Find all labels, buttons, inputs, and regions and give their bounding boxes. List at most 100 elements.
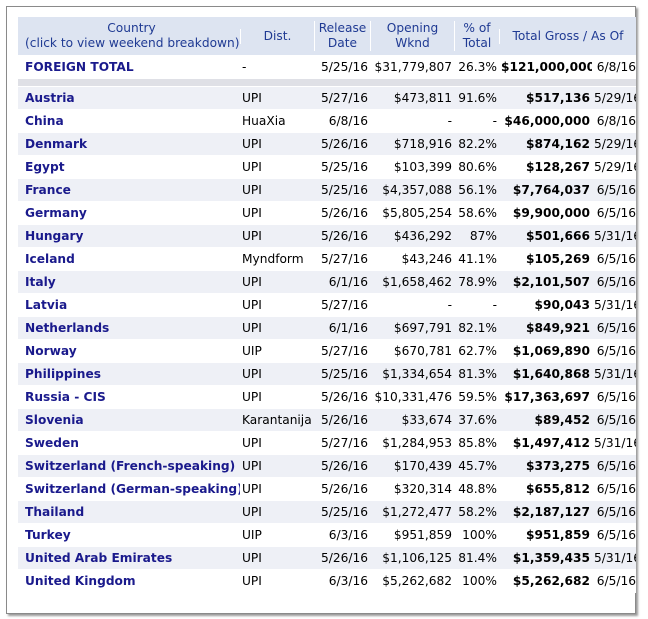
country-link[interactable]: Egypt (25, 160, 65, 174)
distributor-cell: UPI (242, 482, 262, 496)
table-header: Country (click to view weekend breakdown… (18, 17, 636, 56)
as-of-date-cell: 5/31/16 (594, 229, 636, 243)
release-date-cell: 5/27/16 (321, 252, 368, 266)
country-link[interactable]: Denmark (25, 137, 88, 151)
release-date-cell: 6/3/16 (328, 528, 368, 542)
opening-weekend-cell: $43,246 (401, 252, 452, 266)
country-link[interactable]: Switzerland (French-speaking) (25, 459, 236, 473)
distributor-cell: UPI (242, 574, 262, 588)
opening-weekend-cell: $1,272,477 (382, 505, 452, 519)
country-link[interactable]: Germany (25, 206, 87, 220)
table-row: France UPI 5/25/16 $4,357,088 56.1% $7,764,03… (18, 179, 636, 202)
distributor-cell: UPI (242, 436, 262, 450)
table-row: Italy UPI 6/1/16 $1,658,462 78.9% $2,101,507 6… (18, 271, 636, 294)
distributor-cell: UPI (242, 206, 262, 220)
box-office-table: Country (click to view weekend breakdown… (18, 17, 636, 593)
distributor-cell: UPI (242, 229, 262, 243)
release-date-cell: 5/26/16 (321, 551, 368, 565)
as-of-date-cell: 5/29/16 (594, 160, 636, 174)
release-date-cell: 5/27/16 (321, 436, 368, 450)
as-of-date-cell: 6/5/16 (596, 275, 636, 289)
release-date-cell: 5/25/16 (321, 505, 368, 519)
foreign-total-label: FOREIGN TOTAL (25, 60, 134, 74)
distributor-cell: UPI (242, 298, 262, 312)
country-link[interactable]: Thailand (25, 505, 85, 519)
country-link[interactable]: United Arab Emirates (25, 551, 173, 565)
percent-total-cell: 56.1% (458, 183, 497, 197)
opening-weekend-cell: $718,916 (393, 137, 452, 151)
country-link[interactable]: France (25, 183, 71, 197)
release-date-cell: 5/27/16 (321, 91, 368, 105)
opening-weekend-cell: $473,811 (393, 91, 452, 105)
opening-weekend-cell: $320,314 (393, 482, 452, 496)
opening-weekend-cell: $5,805,254 (382, 206, 452, 220)
total-gross-cell: $849,921 (526, 321, 590, 335)
as-of-date-cell: 6/5/16 (596, 390, 636, 404)
table-row: Turkey UIP 6/3/16 $951,859 100% $951,859 6/5/1… (18, 524, 636, 547)
table-row: Iceland Myndform 5/27/16 $43,246 41.1% $105,2… (18, 248, 636, 271)
percent-total-cell: 81.3% (458, 367, 497, 381)
table-row: Russia - CIS UPI 5/26/16 $10,331,476 59.5% $1… (18, 386, 636, 409)
header-total-gross: Total Gross / As Of (499, 28, 636, 44)
as-of-date-cell: 6/5/16 (596, 206, 636, 220)
header-release-line1: Release (318, 21, 367, 35)
country-link[interactable]: Netherlands (25, 321, 110, 335)
total-dist: - (242, 60, 247, 74)
opening-weekend-cell: $33,674 (401, 413, 452, 427)
total-gross-cell: $7,764,037 (512, 183, 590, 197)
percent-total-cell: 91.6% (458, 91, 497, 105)
percent-total-cell: 45.7% (458, 459, 497, 473)
total-pct: 26.3% (458, 60, 497, 74)
country-link[interactable]: Philippines (25, 367, 101, 381)
as-of-date-cell: 6/5/16 (596, 252, 636, 266)
opening-weekend-cell: $697,791 (393, 321, 452, 335)
distributor-cell: UIP (242, 528, 262, 542)
total-gross-cell: $951,859 (526, 528, 590, 542)
distributor-cell: UPI (242, 183, 262, 197)
table-row: Latvia UPI 5/27/16 - - $90,043 5/31/16 (18, 294, 636, 317)
country-link[interactable]: Hungary (25, 229, 84, 243)
table-row: China HuaXia 6/8/16- - $46,000,000 6/8/16 (18, 110, 636, 133)
release-date-cell: 5/26/16 (321, 459, 368, 473)
percent-total-cell: 82.2% (458, 137, 497, 151)
foreign-total-row: FOREIGN TOTAL - 5/25/16 $31,779,807 26.3… (18, 56, 636, 79)
percent-total-cell: - (492, 298, 497, 312)
total-gross-cell: $655,812 (526, 482, 590, 496)
table-row: Norway UIP 5/27/16 $670,781 62.7% $1,069,890 6… (18, 340, 636, 363)
country-link[interactable]: Switzerland (German-speaking) (25, 482, 240, 496)
percent-total-cell: 41.1% (458, 252, 497, 266)
country-link[interactable]: Turkey (25, 528, 71, 542)
opening-weekend-cell: $5,262,682 (382, 574, 452, 588)
country-link[interactable]: Slovenia (25, 413, 84, 427)
percent-total-cell: 48.8% (458, 482, 497, 496)
release-date-cell: 5/26/16 (321, 390, 368, 404)
country-link[interactable]: Iceland (25, 252, 75, 266)
as-of-date-cell: 6/5/16 (596, 574, 636, 588)
total-gross-cell: $105,269 (526, 252, 590, 266)
opening-weekend-cell: $1,106,125 (382, 551, 452, 565)
distributor-cell: UPI (242, 137, 262, 151)
country-link[interactable]: Norway (25, 344, 77, 358)
country-link[interactable]: United Kingdom (25, 574, 136, 588)
release-date-cell: 5/25/16 (321, 160, 368, 174)
header-pct: % of Total (454, 21, 499, 51)
country-link[interactable]: Austria (25, 91, 75, 105)
as-of-date-cell: 5/31/16 (594, 551, 636, 565)
header-pct-line1: % of (463, 21, 491, 35)
distributor-cell: UPI (242, 367, 262, 381)
country-link[interactable]: Sweden (25, 436, 79, 450)
release-date-cell: 5/27/16 (321, 298, 368, 312)
opening-weekend-cell: $1,658,462 (382, 275, 452, 289)
total-release: 5/25/16 (321, 60, 368, 74)
header-opening-line2: Wknd (395, 36, 430, 50)
country-link[interactable]: Italy (25, 275, 56, 289)
country-link[interactable]: China (25, 114, 64, 128)
total-gross-cell: $874,162 (526, 137, 590, 151)
opening-weekend-cell: $670,781 (393, 344, 452, 358)
distributor-cell: UPI (242, 459, 262, 473)
opening-weekend-cell: $170,439 (393, 459, 452, 473)
country-link[interactable]: Latvia (25, 298, 68, 312)
percent-total-cell: 82.1% (458, 321, 497, 335)
table-row: Austria UPI 5/27/16 $473,811 91.6% $517,136 5/… (18, 87, 636, 110)
country-link[interactable]: Russia - CIS (25, 390, 106, 404)
